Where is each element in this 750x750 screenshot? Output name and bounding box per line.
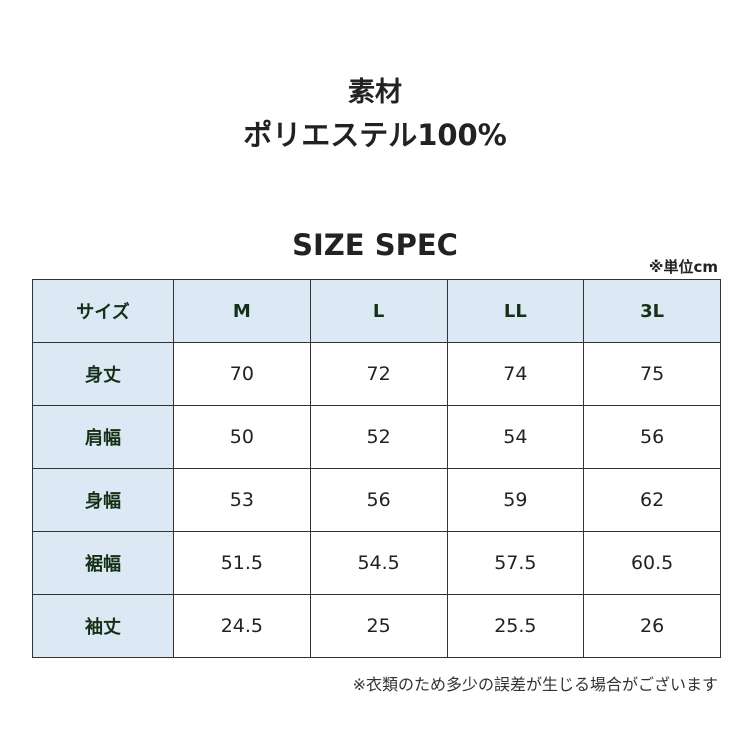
table-cell: 53 (173, 468, 311, 532)
header-row: サイズ M L LL 3L (32, 279, 721, 343)
table-cell: 59 (446, 468, 585, 532)
column-header: LL (446, 279, 585, 343)
table-cell: 26 (583, 594, 721, 658)
table-row: 身幅 53 56 59 62 (32, 468, 721, 532)
material-heading: 素材 (348, 77, 402, 108)
table-row: 裾幅 51.5 54.5 57.5 60.5 (32, 531, 721, 595)
material-value: ポリエステル100% (243, 118, 507, 152)
table-cell: 62 (583, 468, 721, 532)
column-header: 3L (583, 279, 721, 343)
table-cell: 74 (446, 342, 585, 406)
column-header: サイズ (32, 279, 174, 343)
unit-note: ※単位cm (648, 258, 718, 276)
table-cell: 24.5 (173, 594, 311, 658)
table-cell: 54 (446, 405, 585, 469)
table-cell: 70 (173, 342, 311, 406)
row-label: 肩幅 (32, 405, 174, 469)
table-cell: 51.5 (173, 531, 311, 595)
table-row: 袖丈 24.5 25 25.5 26 (32, 594, 721, 658)
spec-title: SIZE SPEC (292, 228, 458, 262)
row-label: 身幅 (32, 468, 174, 532)
row-label: 袖丈 (32, 594, 174, 658)
table-row: 肩幅 50 52 54 56 (32, 405, 721, 469)
table-cell: 52 (309, 405, 448, 469)
table-cell: 75 (583, 342, 721, 406)
table-cell: 56 (583, 405, 721, 469)
column-header: M (173, 279, 311, 343)
table-cell: 25 (309, 594, 448, 658)
table-cell: 60.5 (583, 531, 721, 595)
row-label: 身丈 (32, 342, 174, 406)
table-cell: 56 (309, 468, 448, 532)
column-header: L (309, 279, 448, 343)
table-cell: 72 (309, 342, 448, 406)
row-label: 裾幅 (32, 531, 174, 595)
size-table: サイズ M L LL 3L 身丈 70 72 74 75 肩幅 50 52 54 56 身幅 53 56 59 62 裾… (32, 279, 721, 658)
table-cell: 50 (173, 405, 311, 469)
footnote: ※衣類のため多少の誤差が生じる場合がございます (352, 675, 718, 694)
table-row: 身丈 70 72 74 75 (32, 342, 721, 406)
table-cell: 57.5 (446, 531, 585, 595)
table-cell: 54.5 (309, 531, 448, 595)
table-cell: 25.5 (446, 594, 585, 658)
